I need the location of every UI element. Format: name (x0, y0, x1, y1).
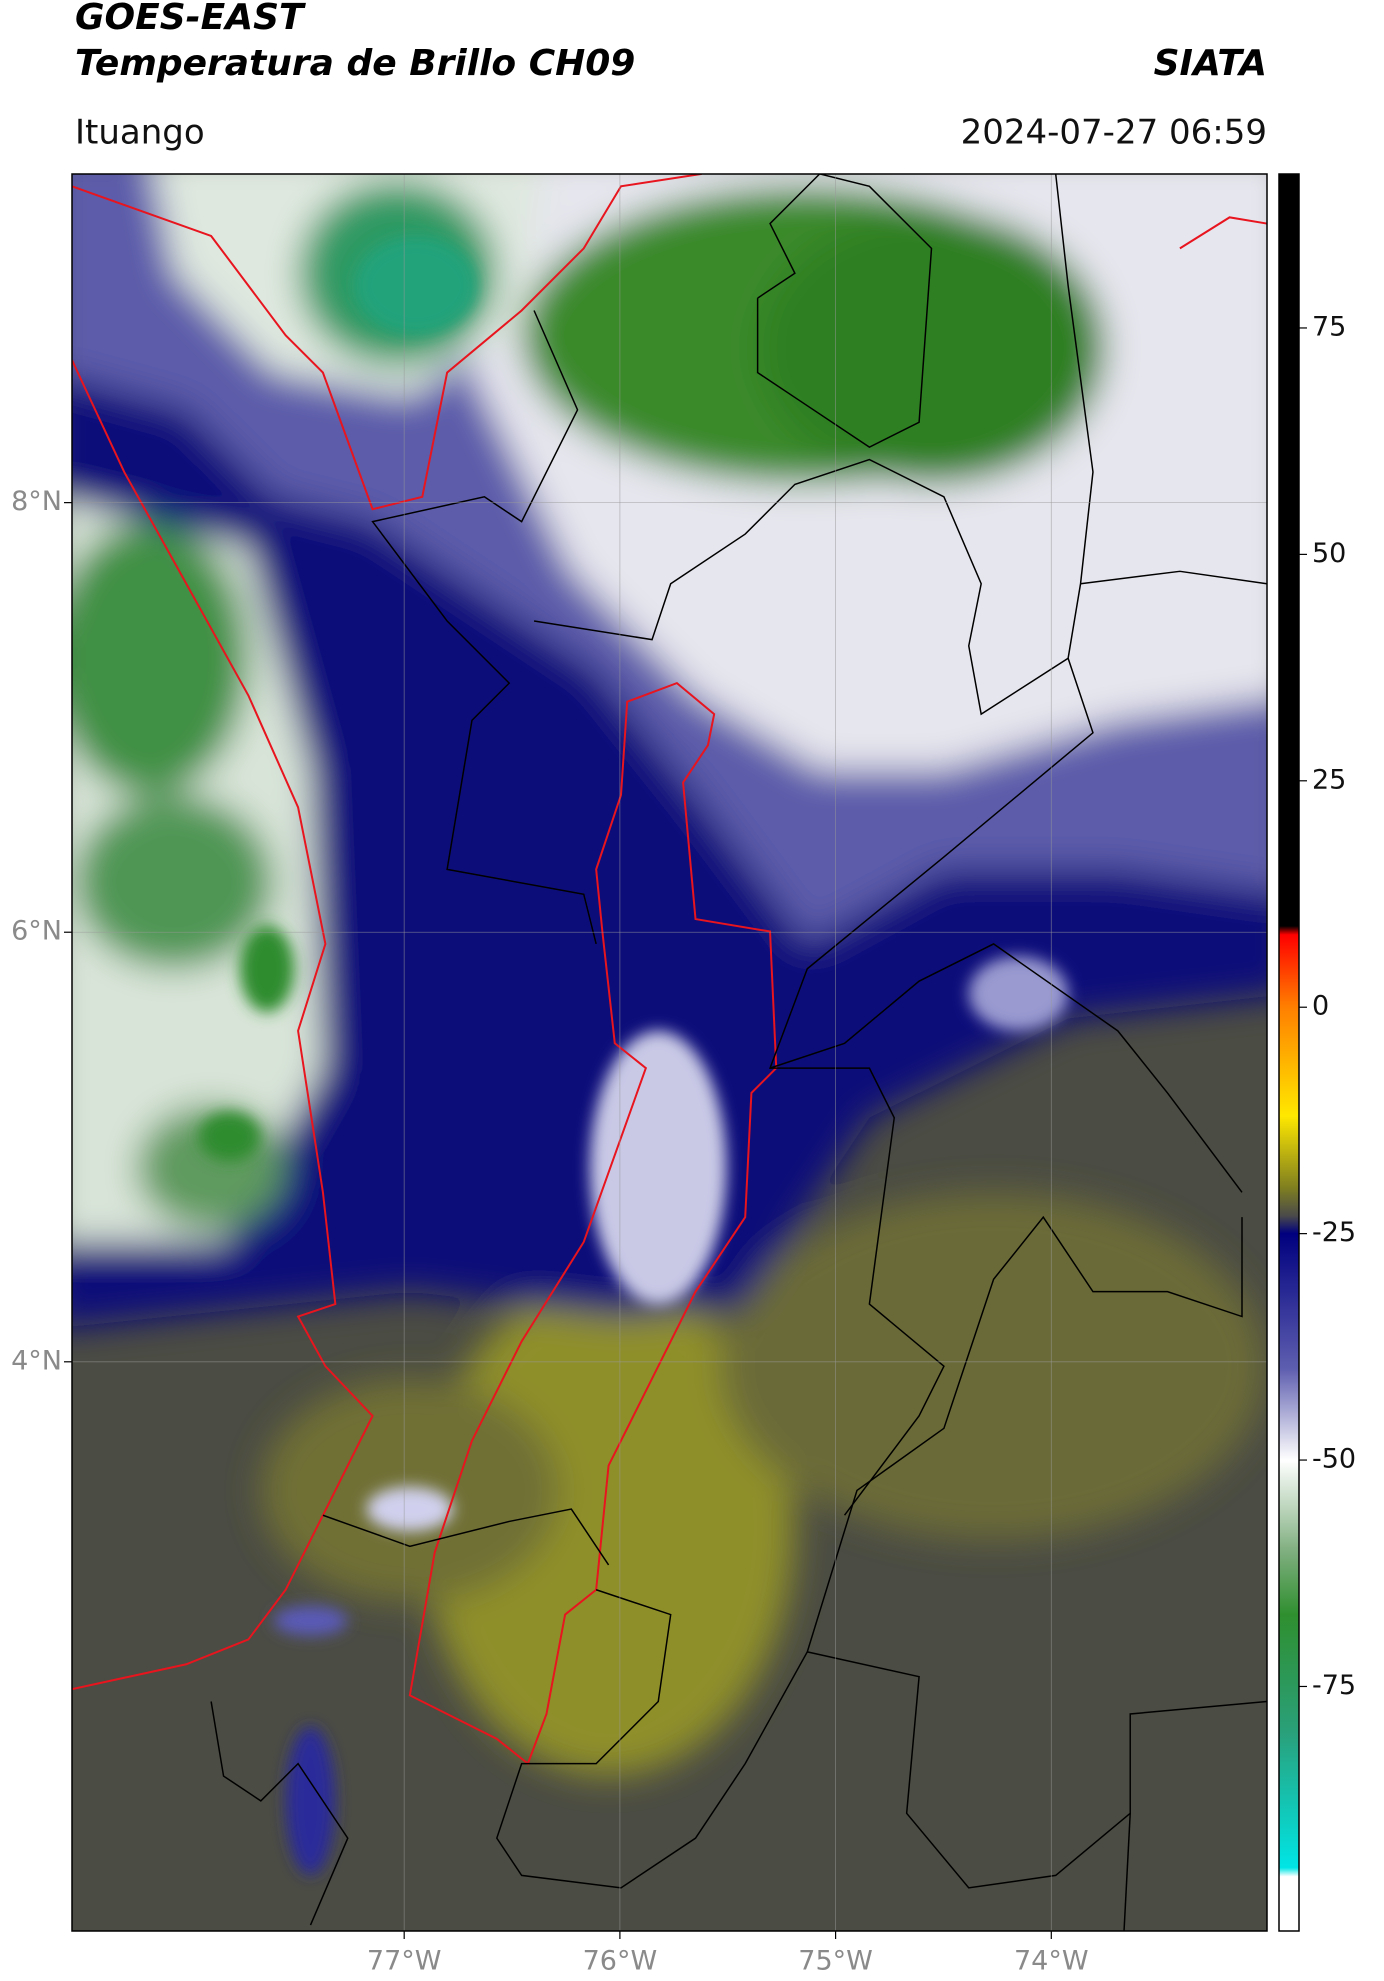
colorbar (1278, 173, 1300, 1932)
colorbar-tick-label: -50 (1312, 1444, 1356, 1475)
colorbar-tick-label: 50 (1312, 538, 1346, 569)
colorbar-tick-label: 0 (1312, 991, 1329, 1022)
x-tick-label: 75°W (798, 1946, 873, 1977)
title: GOES-EAST (75, 0, 306, 38)
colorbar-tick-label: -25 (1312, 1217, 1356, 1248)
y-tick-label: 8°N (11, 486, 62, 517)
subtitle: Temperatura de Brillo CH09 (75, 43, 635, 84)
y-tick-label: 6°N (11, 916, 62, 947)
x-tick-label: 76°W (583, 1946, 658, 1977)
date: 2024-07-27 06:59 (961, 113, 1267, 153)
colorbar-tick-label: -75 (1312, 1670, 1356, 1701)
colorbar-tick-label: 75 (1312, 311, 1346, 342)
x-tick-label: 74°W (1014, 1946, 1089, 1977)
satellite-image (72, 174, 1267, 1931)
x-tick-label: 77°W (367, 1946, 442, 1977)
location: Ituango (75, 113, 205, 153)
source: SIATA (1154, 43, 1267, 84)
map-frame (71, 173, 1268, 1932)
colorbar-tick-label: 25 (1312, 764, 1346, 795)
y-tick-label: 4°N (11, 1345, 62, 1376)
grid (72, 174, 1267, 1931)
